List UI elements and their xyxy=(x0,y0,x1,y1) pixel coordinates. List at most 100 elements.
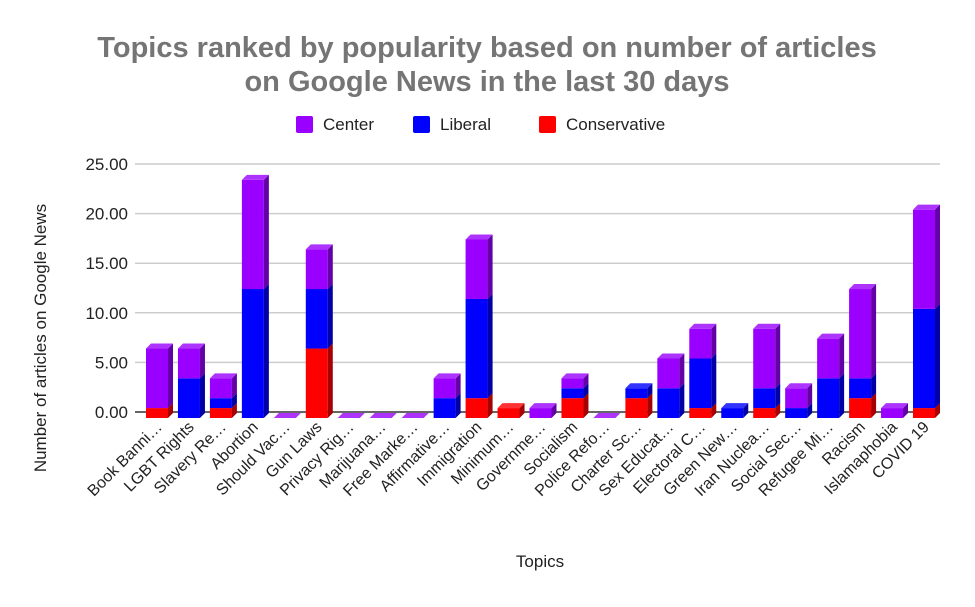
bar-top xyxy=(561,373,589,379)
bar-top xyxy=(305,244,333,250)
bar-side-center xyxy=(903,403,909,418)
bar-stack-8 xyxy=(401,413,429,418)
bar-side-center xyxy=(679,353,685,389)
bar-segment-center xyxy=(177,348,200,379)
bar-segment-conservative xyxy=(625,398,648,418)
y-tick-label: 20.00 xyxy=(85,205,128,224)
bar-stack-13 xyxy=(561,373,589,418)
legend-swatch-conservative xyxy=(539,116,556,133)
bar-side-center xyxy=(199,343,205,379)
bar-top-zero xyxy=(337,413,365,418)
bar-side-conservative xyxy=(871,393,877,418)
bar-top xyxy=(146,343,173,349)
bar-side-center xyxy=(327,244,333,290)
bar-side-conservative xyxy=(231,403,237,418)
bar-side-center xyxy=(711,323,717,359)
y-tick-label: 25.00 xyxy=(85,155,128,174)
bar-stack-22 xyxy=(849,284,877,418)
bar-top xyxy=(913,204,940,210)
bar-segment-conservative xyxy=(561,398,584,418)
bar-top xyxy=(625,383,653,389)
bars xyxy=(146,174,940,418)
y-tick-label: 15.00 xyxy=(85,254,128,273)
bar-stack-1 xyxy=(177,343,205,418)
bar-segment-liberal xyxy=(177,378,200,418)
bar-segment-liberal xyxy=(465,298,488,399)
legend-label-liberal: Liberal xyxy=(440,115,491,134)
bar-side-liberal xyxy=(231,393,237,409)
bar-side-conservative xyxy=(583,393,589,418)
bar-stack-17 xyxy=(689,323,717,418)
bar-segment-conservative xyxy=(849,398,872,418)
bar-side-liberal xyxy=(487,293,493,399)
gridlines: 0.00 5.00 10.00 15.00 20.00 25.00 xyxy=(85,155,940,422)
bar-top-zero xyxy=(369,413,397,418)
bar-stack-7 xyxy=(369,413,397,418)
bar-segment-liberal xyxy=(433,398,456,418)
bar-side-center xyxy=(775,323,781,389)
bar-stack-20 xyxy=(785,383,813,418)
bar-side-conservative xyxy=(935,403,940,418)
bar-side-liberal xyxy=(455,393,461,418)
bar-side-center xyxy=(871,284,877,379)
bar-top xyxy=(817,333,845,339)
bar-side-center xyxy=(168,343,173,409)
bar-stack-21 xyxy=(817,333,845,418)
bar-stack-4 xyxy=(273,413,301,418)
bar-side-liberal xyxy=(199,373,205,418)
bar-top xyxy=(497,403,525,409)
bar-segment-center xyxy=(241,179,264,290)
y-tick-label: 0.00 xyxy=(95,403,128,422)
legend-label-center: Center xyxy=(323,115,374,134)
bar-segment-center xyxy=(881,408,904,418)
bar-stack-14 xyxy=(593,413,621,418)
bar-side-liberal xyxy=(839,373,845,418)
bar-stack-18 xyxy=(721,403,749,418)
bar-side-center xyxy=(807,383,813,409)
y-tick-label: 5.00 xyxy=(95,353,128,372)
bar-segment-center xyxy=(465,239,488,299)
bar-segment-conservative xyxy=(305,348,328,418)
bar-side-liberal xyxy=(647,383,653,399)
bar-top xyxy=(721,403,749,409)
bar-segment-center xyxy=(209,378,232,399)
bar-stack-11 xyxy=(497,403,525,418)
bar-segment-center xyxy=(561,378,584,389)
bar-segment-conservative xyxy=(146,408,168,418)
bar-top xyxy=(881,403,909,409)
bar-top xyxy=(465,234,493,240)
bar-side-liberal xyxy=(807,403,813,418)
bar-segment-conservative xyxy=(497,408,520,418)
bar-segment-liberal xyxy=(753,388,776,409)
bar-segment-liberal xyxy=(305,289,328,349)
bar-stack-19 xyxy=(753,323,781,418)
bar-side-conservative xyxy=(327,343,333,418)
bar-segment-conservative xyxy=(913,408,935,418)
bar-segment-center xyxy=(146,348,168,409)
bar-top xyxy=(657,353,685,359)
bar-top xyxy=(849,284,877,290)
bar-segment-conservative xyxy=(689,408,712,418)
x-axis-label: Topics xyxy=(516,552,564,571)
bar-side-liberal xyxy=(743,403,749,418)
bar-top-zero xyxy=(273,413,301,418)
bar-top xyxy=(433,373,461,379)
bar-segment-center xyxy=(305,249,328,290)
bar-side-center xyxy=(551,403,557,418)
bar-side-liberal xyxy=(935,303,940,409)
bar-segment-center xyxy=(817,338,840,379)
bar-side-center xyxy=(455,373,461,399)
bar-top xyxy=(209,373,237,379)
bar-top xyxy=(177,343,205,349)
bar-stack-24 xyxy=(913,204,940,418)
bar-stack-15 xyxy=(625,383,653,418)
bar-segment-center xyxy=(785,388,808,409)
bar-segment-center xyxy=(529,408,552,418)
bar-side-liberal xyxy=(775,383,781,409)
bar-segment-center xyxy=(913,209,935,309)
bar-side-liberal xyxy=(263,284,269,418)
bar-segment-liberal xyxy=(241,289,264,418)
bar-stack-9 xyxy=(433,373,461,418)
bar-side-center xyxy=(935,204,940,309)
bar-stack-12 xyxy=(529,403,557,418)
